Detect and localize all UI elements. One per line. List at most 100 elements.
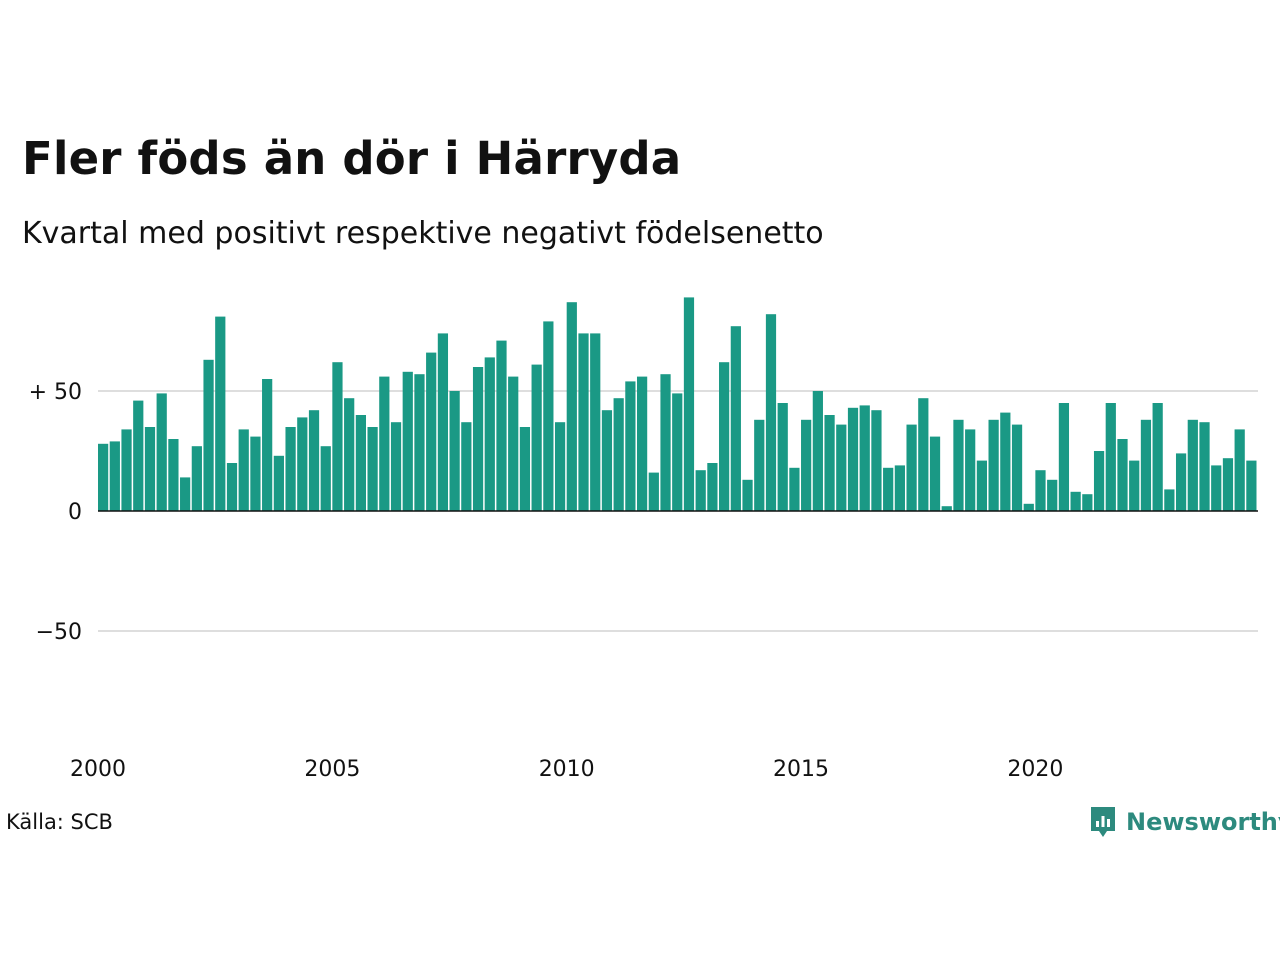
y-tick-label: + 50 <box>29 380 82 405</box>
bar <box>250 436 261 511</box>
bar <box>683 297 695 511</box>
bar <box>379 376 390 511</box>
bar <box>390 422 402 511</box>
bar <box>484 357 495 511</box>
bar <box>918 398 929 511</box>
bar <box>883 467 894 511</box>
bar <box>554 422 566 511</box>
bar <box>613 398 624 511</box>
y-tick-label: −50 <box>36 620 82 645</box>
bar <box>566 302 577 511</box>
bar <box>765 314 777 511</box>
bar <box>1164 489 1175 511</box>
newsworthy-logo-icon <box>1091 807 1115 837</box>
bar <box>308 410 320 511</box>
bar <box>285 427 296 511</box>
bar <box>836 424 847 511</box>
bar <box>824 415 835 511</box>
bar <box>660 374 671 511</box>
bar <box>719 362 730 511</box>
bar <box>1129 460 1140 511</box>
bar <box>414 374 425 511</box>
bar <box>789 467 800 511</box>
bar <box>1000 412 1011 511</box>
bar <box>508 376 519 511</box>
bar <box>648 472 659 511</box>
bar <box>297 417 308 511</box>
bar <box>1058 403 1070 511</box>
bar <box>1234 429 1245 511</box>
bar <box>144 427 156 511</box>
bar <box>461 422 472 511</box>
bar <box>953 419 964 511</box>
bar <box>133 400 144 511</box>
bar <box>976 460 988 511</box>
x-tick-label: 2010 <box>539 757 595 782</box>
bar <box>191 446 202 511</box>
bar <box>168 439 179 511</box>
bar <box>590 333 601 511</box>
bar <box>859 405 870 511</box>
bar <box>801 419 812 511</box>
bar <box>156 393 167 511</box>
newsworthy-logo[interactable]: Newsworthy <box>1088 804 1280 840</box>
bar <box>472 367 484 511</box>
bar <box>344 398 355 511</box>
bar <box>730 326 741 511</box>
bar <box>543 321 554 511</box>
x-tick-label: 2015 <box>773 757 829 782</box>
bars <box>98 297 1257 511</box>
bar <box>777 403 788 511</box>
bar <box>988 419 999 511</box>
bar <box>355 415 366 511</box>
bar <box>1070 491 1081 511</box>
bar <box>273 455 284 511</box>
bar <box>906 424 917 511</box>
bar <box>812 391 823 511</box>
x-tick-label: 2005 <box>304 757 360 782</box>
bar <box>742 479 753 511</box>
bar <box>929 436 941 511</box>
bar <box>1117 439 1128 511</box>
bar <box>1047 479 1058 511</box>
bar <box>707 463 718 511</box>
bar <box>449 391 460 511</box>
bar <box>437 333 449 511</box>
bar <box>1082 494 1093 511</box>
bar <box>519 427 531 511</box>
bar <box>941 506 952 511</box>
bar <box>894 465 905 511</box>
bar <box>1105 403 1116 511</box>
x-tick-label: 2020 <box>1007 757 1063 782</box>
bar <box>1175 453 1187 511</box>
bar <box>1187 419 1198 511</box>
bar <box>625 381 636 511</box>
x-tick-label: 2000 <box>70 757 126 782</box>
bar <box>871 410 882 511</box>
bar <box>262 379 273 511</box>
bar <box>238 429 249 511</box>
axes: + 50 0 −50 2000 2005 2010 2015 2020 <box>29 380 1258 782</box>
source-note: Källa: SCB <box>6 810 113 834</box>
chart-title: Fler föds än dör i Härryda <box>22 132 682 185</box>
bar <box>695 470 706 511</box>
bar <box>601 410 613 511</box>
bar <box>367 427 378 511</box>
bar <box>121 429 132 511</box>
bar <box>1023 503 1034 511</box>
bar <box>1093 451 1105 511</box>
bar <box>965 429 976 511</box>
bar <box>98 443 109 511</box>
bar <box>636 376 648 511</box>
bar <box>1222 458 1234 511</box>
bar <box>109 441 120 511</box>
y-tick-label: 0 <box>68 500 82 525</box>
bar <box>426 352 437 511</box>
bar <box>320 446 331 511</box>
bar <box>578 333 589 511</box>
chart-subtitle: Kvartal med positivt respektive negativt… <box>22 216 824 251</box>
bar <box>332 362 343 511</box>
bar <box>1035 470 1046 511</box>
bar <box>1246 460 1257 511</box>
bar <box>402 371 413 511</box>
